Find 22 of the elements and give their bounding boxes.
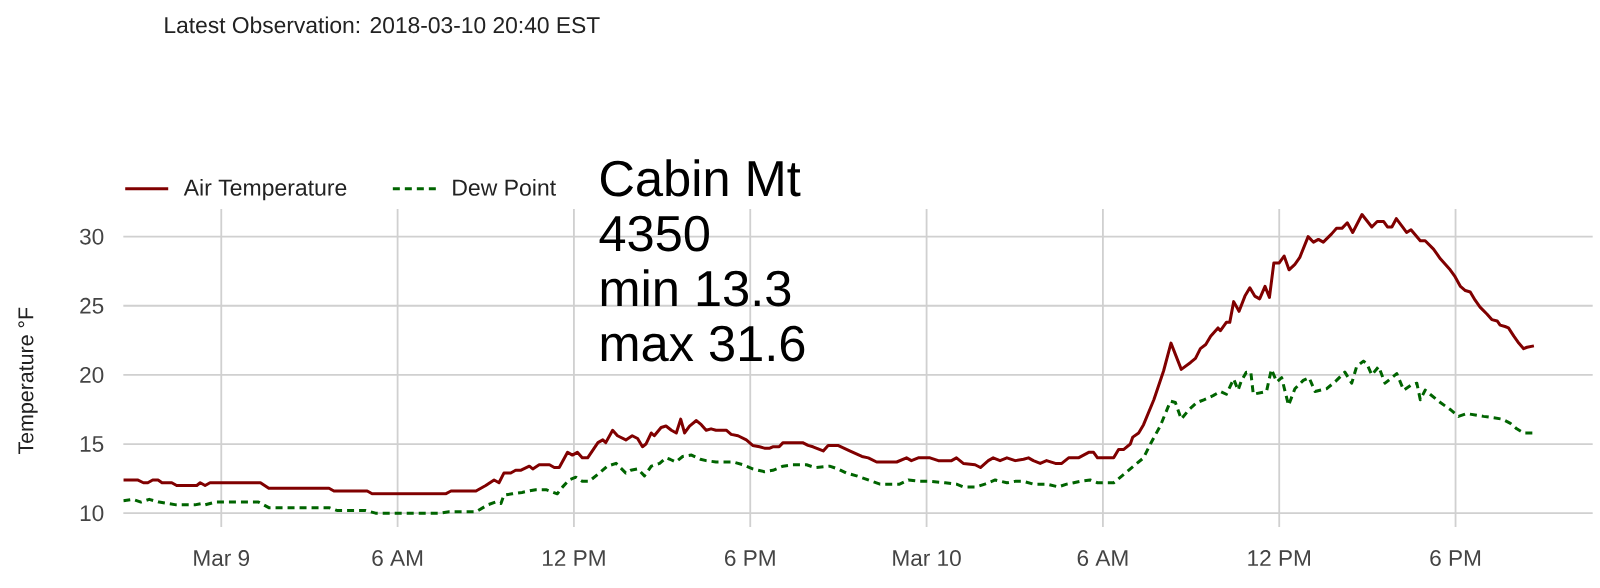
y-tick-label: 15 (80, 436, 104, 452)
legend-label: Air Temperature (183, 178, 347, 201)
y-tick-label: 30 (79, 228, 104, 245)
annotation: max 31.6 (601, 325, 805, 362)
chart-subtitle: Latest Observation: 2018-03-10 20:40 EST (165, 16, 600, 34)
y-tick-label: 25 (80, 297, 104, 314)
x-tick-label: 12 PM (542, 550, 605, 566)
x-tick-label: 6 PM (725, 550, 775, 567)
annotation: 4350 (599, 215, 709, 252)
legend-label: Dew Point (453, 178, 556, 196)
x-tick-label: 6 PM (1430, 550, 1481, 567)
annotation: min 13.3 (601, 269, 791, 307)
y-axis-title: Temperature °F (18, 307, 38, 455)
x-tick-label: 6 AM (372, 550, 423, 567)
x-tick-label: Mar 10 (893, 550, 961, 567)
text: Cabin Mt (600, 159, 801, 197)
x-tick-label: 12 PM (1248, 550, 1310, 566)
x-tick-label: Mar 9 (194, 550, 250, 567)
x-tick-label: 6 AM (1077, 550, 1128, 567)
y-tick-label: 20 (80, 366, 104, 383)
y-tick-label: 10 (80, 505, 104, 522)
line-series (123, 213, 1536, 496)
